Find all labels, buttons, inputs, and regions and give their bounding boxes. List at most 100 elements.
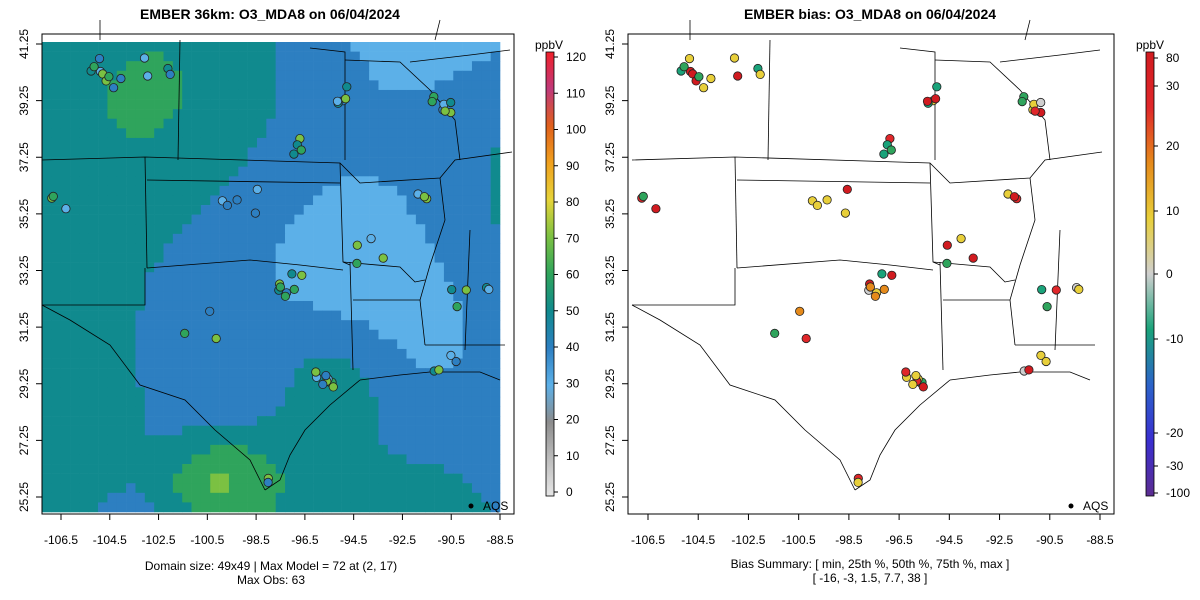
grid-cell [387,483,398,494]
grid-cell [200,425,211,436]
grid-cell [79,224,90,235]
grid-cell [60,368,71,379]
grid-cell [369,157,379,167]
grid-cell [256,444,267,455]
grid-cell [275,118,286,129]
grid-cell [453,492,463,503]
grid-cell [285,109,295,120]
grid-cell [163,396,174,407]
grid-cell [126,396,136,407]
grid-cell [434,444,445,455]
grid-cell [387,416,398,426]
grid-cell [116,272,127,283]
grid-cell [490,281,501,292]
grid-cell [191,320,202,331]
y-tick-label: 25.25 [603,482,617,512]
grid-cell [256,464,267,474]
grid-cell [98,157,108,167]
grid-cell [406,51,417,62]
grid-cell [228,262,239,273]
grid-cell [154,492,164,503]
grid-cell [378,444,389,455]
x-tick-label: -96.5 [885,533,913,547]
grid-cell [415,387,426,398]
grid-cell [415,377,426,388]
site-marker [942,240,952,250]
state-border-line [146,179,341,184]
grid-cell [443,176,454,187]
grid-cell [256,51,267,62]
grid-cell [210,396,220,407]
grid-cell [116,109,127,120]
grid-cell [88,128,99,139]
grid-cell [219,387,230,398]
grid-cell [219,166,230,177]
grid-cell [42,348,52,359]
grid-cell [294,425,305,436]
grid-cell [462,233,473,244]
grid-cell [285,214,295,225]
grid-cell [294,205,305,215]
grid-cell [378,348,389,359]
grid-cell [434,253,445,263]
grid-cell [172,454,183,465]
grid-cell [331,89,342,100]
grid-cell [490,435,501,446]
grid-cell [313,502,323,513]
grid-cell [331,137,342,148]
grid-cell [210,310,220,321]
grid-cell [397,253,407,263]
grid-cell [219,118,230,129]
grid-cell [359,166,370,177]
grid-cell [275,300,286,311]
grid-cell [172,42,183,52]
grid-cell [107,137,118,148]
grid-cell [154,137,164,148]
grid-cell [387,358,398,369]
grid-cell [154,185,164,196]
grid-cell [88,51,99,62]
grid-cell [415,80,426,91]
grid-cell [42,253,52,263]
grid-cell [79,464,90,474]
grid-cell [51,51,61,62]
grid-cell [285,435,295,446]
grid-cell [60,166,71,177]
grid-cell [107,118,118,129]
grid-cell [60,147,71,158]
x-tick-label: -98.5 [242,533,270,547]
grid-cell [331,406,342,417]
grid-cell [462,502,473,513]
grid-cell [98,300,108,311]
y-tick-label: 31.25 [603,312,617,342]
grid-cell [60,42,71,52]
grid-cell [425,224,435,235]
grid-cell [359,262,370,273]
grid-cell [256,406,267,417]
grid-cell [359,473,370,484]
grid-cell [116,89,127,100]
grid-cell [70,492,80,503]
grid-cell [79,195,90,206]
grid-cell [415,473,426,484]
colorbar-tick-label: 30 [1166,79,1180,93]
grid-cell [79,483,90,494]
grid-cell [275,406,286,417]
grid-cell [462,147,473,158]
grid-cell [275,262,286,273]
grid-cell [397,368,407,379]
x-tick-label: -98.5 [835,533,863,547]
grid-cell [341,205,351,215]
grid-cell [247,109,258,120]
state-border-line [854,379,951,491]
grid-cell [471,348,482,359]
grid-cell [116,253,127,263]
grid-cell [490,396,501,407]
grid-cell [294,233,305,244]
grid-cell [434,464,445,474]
grid-cell [443,387,454,398]
grid-cell [266,157,276,167]
grid-cell [378,320,389,331]
grid-cell [256,300,267,311]
grid-cell [172,262,183,273]
